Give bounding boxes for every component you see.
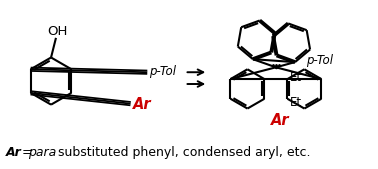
Text: Et: Et [290,71,302,84]
Text: Ar: Ar [133,97,151,112]
Text: para: para [28,146,57,159]
Text: Ar: Ar [6,146,22,159]
Text: p-Tol: p-Tol [149,65,176,78]
Text: OH: OH [47,26,67,39]
Text: Ar: Ar [271,113,289,128]
Text: =: = [18,146,36,159]
Text: Et: Et [290,96,302,109]
Text: substituted phenyl, condensed aryl, etc.: substituted phenyl, condensed aryl, etc. [54,146,310,159]
Text: p-Tol: p-Tol [306,54,333,67]
